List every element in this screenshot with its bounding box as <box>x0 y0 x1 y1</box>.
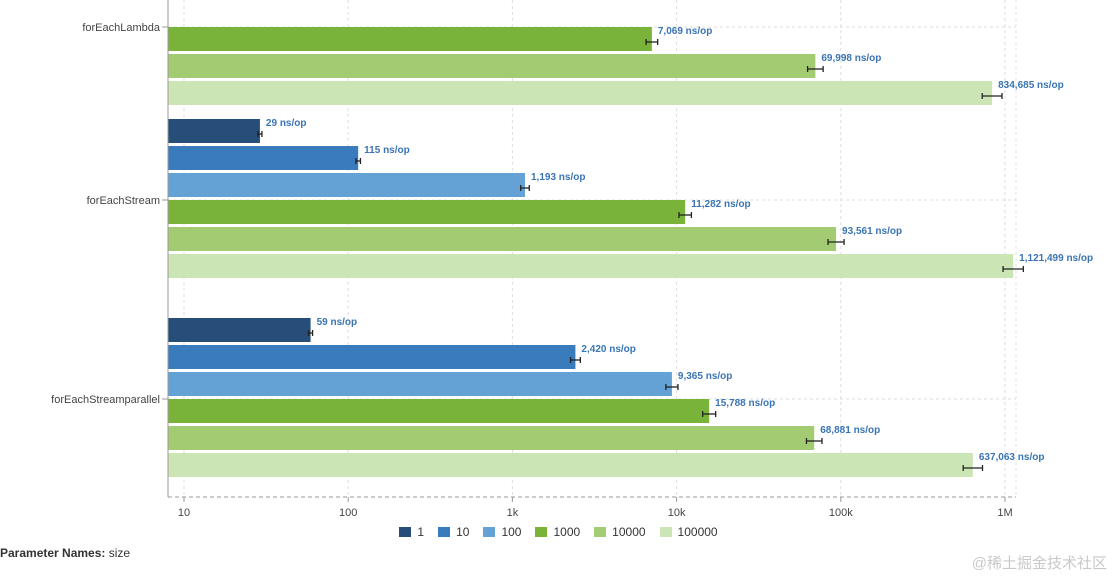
bar-forEachLambda-size-10000 <box>168 54 816 78</box>
parameter-names-label: Parameter Names: <box>0 546 106 560</box>
x-tick-label-100: 100 <box>339 507 357 519</box>
legend-swatch-10000 <box>594 527 607 537</box>
watermark: @稀土掘金技术社区 <box>971 555 1107 572</box>
legend-swatch-100 <box>483 527 496 537</box>
legend-item-1[interactable]: 1 <box>399 525 424 539</box>
x-tick-label-1k: 1k <box>507 507 519 519</box>
error-bar-forEachLambda-size-1000 <box>645 39 659 45</box>
x-tick-label-1M: 1M <box>997 507 1012 519</box>
bar-forEachStreamparallel-size-1 <box>168 318 311 342</box>
bar-value-label-forEachLambda-size-1000: 7,069 ns/op <box>658 26 712 37</box>
error-bar-forEachStream-size-10000 <box>827 239 845 245</box>
bar-value-label-forEachLambda-size-100000: 834,685 ns/op <box>998 80 1064 91</box>
error-bar-forEachStream-size-1000 <box>678 212 693 218</box>
parameter-names-value: size <box>108 546 131 560</box>
legend-label-10: 10 <box>456 525 470 539</box>
error-bar-forEachStreamparallel-size-100000 <box>962 465 984 471</box>
legend-label-1000: 1000 <box>553 525 581 539</box>
bar-value-label-forEachStream-size-10: 115 ns/op <box>364 145 410 156</box>
legend: 1 10 100 1000 10000 100000 <box>0 525 1117 539</box>
category-label-forEachStreamparallel: forEachStreamparallel <box>51 394 160 406</box>
legend-swatch-10 <box>438 527 451 537</box>
error-bar-forEachStream-size-1 <box>257 131 263 137</box>
category-label-forEachStream: forEachStream <box>87 195 160 207</box>
bar-forEachStreamparallel-size-1000 <box>168 399 710 423</box>
bar-forEachStream-size-1000 <box>168 200 686 224</box>
bar-forEachStreamparallel-size-10000 <box>168 426 815 450</box>
bar-value-label-forEachStreamparallel-size-10000: 68,881 ns/op <box>820 425 880 436</box>
bar-forEachLambda-size-1000 <box>168 27 652 51</box>
bar-forEachStream-size-10000 <box>168 227 837 251</box>
error-bar-forEachStreamparallel-size-1 <box>307 330 314 336</box>
bar-value-label-forEachLambda-size-10000: 69,998 ns/op <box>821 53 881 64</box>
x-tick-label-10k: 10k <box>668 507 686 519</box>
bar-value-label-forEachStreamparallel-size-10: 2,420 ns/op <box>581 344 635 355</box>
bars: 29 ns/op 59 ns/op 115 ns/op 2,420 ns/op 1,19… <box>168 26 1093 477</box>
bar-value-label-forEachStreamparallel-size-100: 9,365 ns/op <box>678 371 732 382</box>
axes: forEachLambda forEachStream forEachStreamp… <box>51 0 1016 519</box>
legend-item-1000[interactable]: 1000 <box>535 525 580 539</box>
legend-swatch-1000 <box>535 527 548 537</box>
bar-forEachStream-size-1 <box>168 119 260 143</box>
error-bar-forEachLambda-size-100000 <box>981 93 1003 99</box>
legend-label-100: 100 <box>501 525 522 539</box>
error-bar-forEachLambda-size-10000 <box>806 66 824 72</box>
bar-value-label-forEachStream-size-100000: 1,121,499 ns/op <box>1019 253 1093 264</box>
error-bar-forEachStreamparallel-size-10000 <box>805 438 823 444</box>
bar-forEachStream-size-100 <box>168 173 525 197</box>
legend-item-10[interactable]: 10 <box>438 525 469 539</box>
error-bar-forEachStreamparallel-size-1000 <box>702 411 717 417</box>
bar-value-label-forEachStreamparallel-size-100000: 637,063 ns/op <box>979 452 1045 463</box>
bar-forEachStream-size-100000 <box>168 254 1014 278</box>
x-tick-label-10: 10 <box>178 507 190 519</box>
legend-label-100000: 100000 <box>677 525 718 539</box>
bar-forEachStream-size-10 <box>168 146 359 170</box>
bar-value-label-forEachStreamparallel-size-1: 59 ns/op <box>317 317 358 328</box>
error-bar-forEachStream-size-100 <box>520 185 530 191</box>
error-bar-forEachStream-size-10 <box>355 158 362 164</box>
bar-forEachStreamparallel-size-100000 <box>168 453 973 477</box>
legend-item-10000[interactable]: 10000 <box>594 525 646 539</box>
bar-value-label-forEachStream-size-1: 29 ns/op <box>266 118 307 129</box>
bar-value-label-forEachStream-size-1000: 11,282 ns/op <box>691 199 750 210</box>
error-bar-forEachStream-size-100000 <box>1002 266 1024 272</box>
legend-swatch-1 <box>399 527 412 537</box>
parameter-names: Parameter Names: size <box>0 546 130 560</box>
x-tick-label-100k: 100k <box>829 507 853 519</box>
error-bar-forEachStreamparallel-size-100 <box>665 384 679 390</box>
legend-item-100[interactable]: 100 <box>483 525 521 539</box>
error-bar-forEachStreamparallel-size-10 <box>569 357 581 363</box>
bar-value-label-forEachStream-size-100: 1,193 ns/op <box>531 172 585 183</box>
category-label-forEachLambda: forEachLambda <box>82 22 161 34</box>
bar-forEachStreamparallel-size-100 <box>168 372 672 396</box>
bar-value-label-forEachStreamparallel-size-1000: 15,788 ns/op <box>715 398 775 409</box>
bar-value-label-forEachStream-size-10000: 93,561 ns/op <box>842 226 902 237</box>
legend-item-100000[interactable]: 100000 <box>659 525 718 539</box>
legend-swatch-100000 <box>659 527 672 537</box>
legend-label-1: 1 <box>417 525 425 539</box>
bar-forEachStreamparallel-size-10 <box>168 345 576 369</box>
legend-label-10000: 10000 <box>612 525 646 539</box>
bar-forEachLambda-size-100000 <box>168 81 993 105</box>
